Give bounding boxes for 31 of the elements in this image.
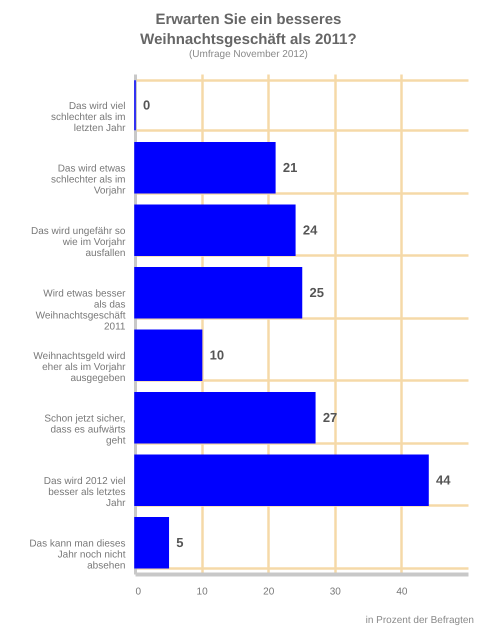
text: in Prozent der Befragten <box>366 615 474 626</box>
chart-subtitle: (Umfrage November 2012) <box>188 49 308 60</box>
y-tick-label: Das kann man dieses Jahr noch nicht absehen <box>29 538 126 572</box>
data-label: 21 <box>282 160 298 175</box>
x-tick-label: 30 <box>330 586 342 598</box>
data-label: 25 <box>310 284 324 300</box>
x-tick-label: 40 <box>396 586 408 598</box>
y-tick-label: Das wird etwas schlechter als im Vorjahr <box>51 163 126 196</box>
chart-title: Erwarten Sie ein besseres Weihnachtsgeschäft als 2011? <box>140 11 357 48</box>
bar <box>134 454 429 506</box>
y-tick-label: Das wird ungefähr so wie im Vorjahr ausfallen <box>31 226 126 259</box>
bar <box>134 330 202 381</box>
bar <box>134 392 316 444</box>
data-label: 27 <box>322 410 338 425</box>
data-label: 5 <box>176 534 184 550</box>
y-tick-label: Das wird viel schlechter als im letzten Jahr <box>51 100 126 134</box>
bar <box>134 517 170 568</box>
x-tick-label: 0 <box>136 586 142 598</box>
data-label: 10 <box>210 347 224 362</box>
data-label: 44 <box>436 472 452 488</box>
y-tick-label: Das wird 2012 viel besser als letztes Jahr <box>44 476 126 509</box>
bar <box>134 204 296 256</box>
bar <box>134 142 276 194</box>
y-tick-label: Weihnachtsgeld wird eher als im Vorjahr ausgegeben <box>33 350 126 384</box>
data-label: 0 <box>143 97 150 112</box>
y-tick-label: Schon jetzt sicher, dass es aufwärts geht <box>44 413 126 446</box>
bar <box>134 267 302 318</box>
x-tick-label: 10 <box>196 586 208 598</box>
x-tick-label: 20 <box>263 586 275 598</box>
y-tick-label: Wird etwas besser als das Weihnachtsgeschäft 2011 <box>36 288 126 332</box>
data-label: 24 <box>302 222 318 238</box>
